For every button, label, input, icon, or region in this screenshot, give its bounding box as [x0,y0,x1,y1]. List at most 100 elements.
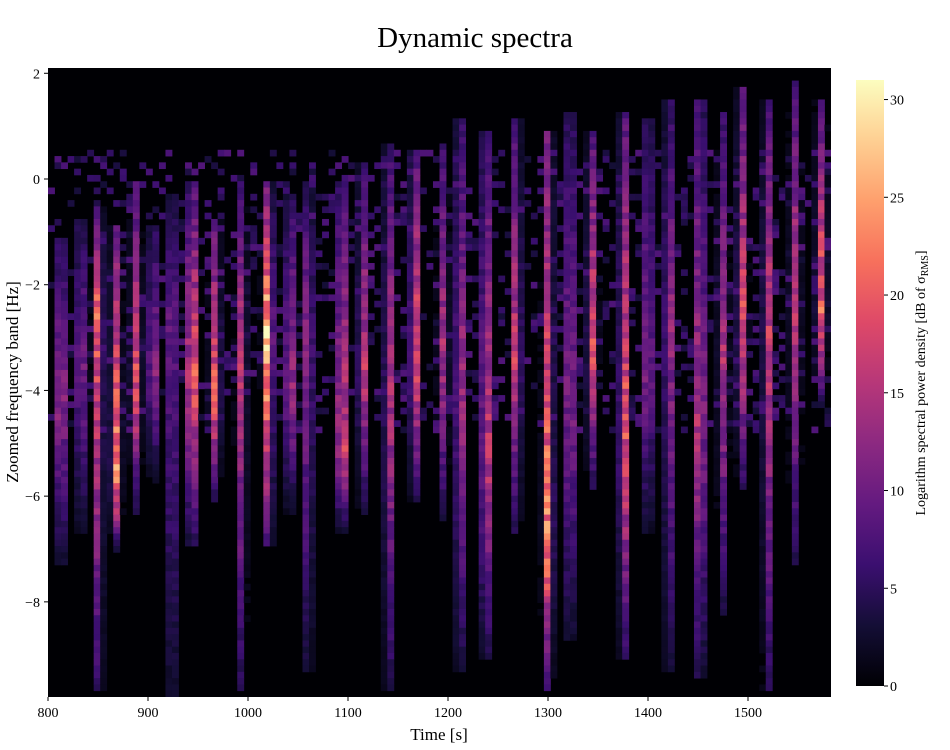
heatmap-cell [171,388,179,396]
heatmap-cell [165,193,173,201]
heatmap-cell [713,174,721,182]
heatmap-cell [80,470,88,478]
heatmap-cell [693,634,701,641]
heatmap-cell [791,193,799,201]
heatmap-cell [478,457,486,465]
heatmap-cell [765,162,773,170]
heatmap-cell [217,231,225,239]
heatmap-cell [700,319,708,327]
heatmap-cell [615,476,623,484]
heatmap-cell [217,470,225,478]
heatmap-cell [693,659,701,666]
heatmap-cell [785,401,793,409]
heatmap-cell [615,602,623,610]
heatmap-cell [641,489,649,497]
heatmap-cell [563,382,571,390]
heatmap-cell [341,476,349,484]
heatmap-cell [282,489,290,497]
heatmap-cell [432,426,440,434]
heatmap-cell [335,470,343,478]
heatmap-cell [739,93,747,100]
heatmap-cell [478,470,486,478]
heatmap-cell [517,483,525,490]
heatmap-cell [145,212,153,220]
heatmap-cell [543,640,551,648]
heatmap-cell [341,212,349,220]
heatmap-cell [517,357,525,365]
heatmap-cell [641,357,649,365]
heatmap-cell [648,338,656,346]
heatmap-cell [282,401,290,409]
heatmap-cell [485,420,493,427]
heatmap-cell [126,281,134,289]
heatmap-cell [713,206,721,214]
heatmap-cell [478,237,486,245]
heatmap-cell [739,432,747,440]
heatmap-cell [661,351,669,358]
heatmap-cell [426,262,434,270]
heatmap-cell [648,527,656,534]
heatmap-cell [54,539,62,547]
heatmap-cell [720,608,728,616]
heatmap-cell [230,294,238,302]
heatmap-cell [517,439,525,446]
heatmap-cell [406,363,414,371]
heatmap-cell [752,426,760,434]
heatmap-cell [478,181,486,188]
heatmap-cell [269,149,277,157]
heatmap-cell [80,225,88,232]
heatmap-cell [720,514,728,522]
heatmap-cell [517,332,525,339]
heatmap-cell [132,212,140,220]
heatmap-cell [211,376,219,383]
heatmap-cell [341,206,349,214]
heatmap-cell [459,288,467,295]
heatmap-cell [387,307,395,314]
heatmap-cell [452,137,460,144]
heatmap-cell [439,502,447,509]
heatmap-cell [661,395,669,402]
heatmap-cell [348,174,356,182]
heatmap-cell [550,231,558,239]
heatmap-cell [537,300,545,308]
heatmap-cell [230,388,238,396]
heatmap-cell [230,426,238,434]
heatmap-cell [648,193,656,201]
heatmap-cell [615,451,623,459]
heatmap-cell [413,225,421,232]
heatmap-cell [785,237,793,245]
heatmap-cell [93,445,101,453]
heatmap-cell [309,344,316,352]
heatmap-cell [680,288,688,295]
heatmap-cell [583,130,590,138]
heatmap-cell [295,225,303,232]
heatmap-cell [478,325,486,333]
heatmap-cell [152,237,160,245]
heatmap-cell [309,269,316,276]
heatmap-cell [302,583,310,591]
heatmap-cell [765,413,773,421]
heatmap-cell [106,527,114,534]
heatmap-cell [269,432,277,440]
heatmap-cell [302,281,310,289]
heatmap-cell [570,118,577,126]
heatmap-cell [354,168,362,176]
heatmap-cell [550,288,558,295]
heatmap-cell [596,187,604,195]
heatmap-cell [537,376,545,383]
heatmap-cell [700,237,708,245]
heatmap-cell [517,218,525,226]
heatmap-cell [263,376,271,383]
heatmap-cell [204,344,212,352]
heatmap-cell [204,156,212,163]
heatmap-cell [165,225,173,232]
heatmap-cell [191,200,199,207]
heatmap-cell [406,149,414,157]
heatmap-cell [628,395,636,402]
heatmap-cell [570,262,577,270]
heatmap-cell [765,130,773,138]
heatmap-cell [720,156,728,163]
heatmap-cell [759,634,767,641]
heatmap-cell [452,407,460,415]
heatmap-cell [67,351,75,358]
